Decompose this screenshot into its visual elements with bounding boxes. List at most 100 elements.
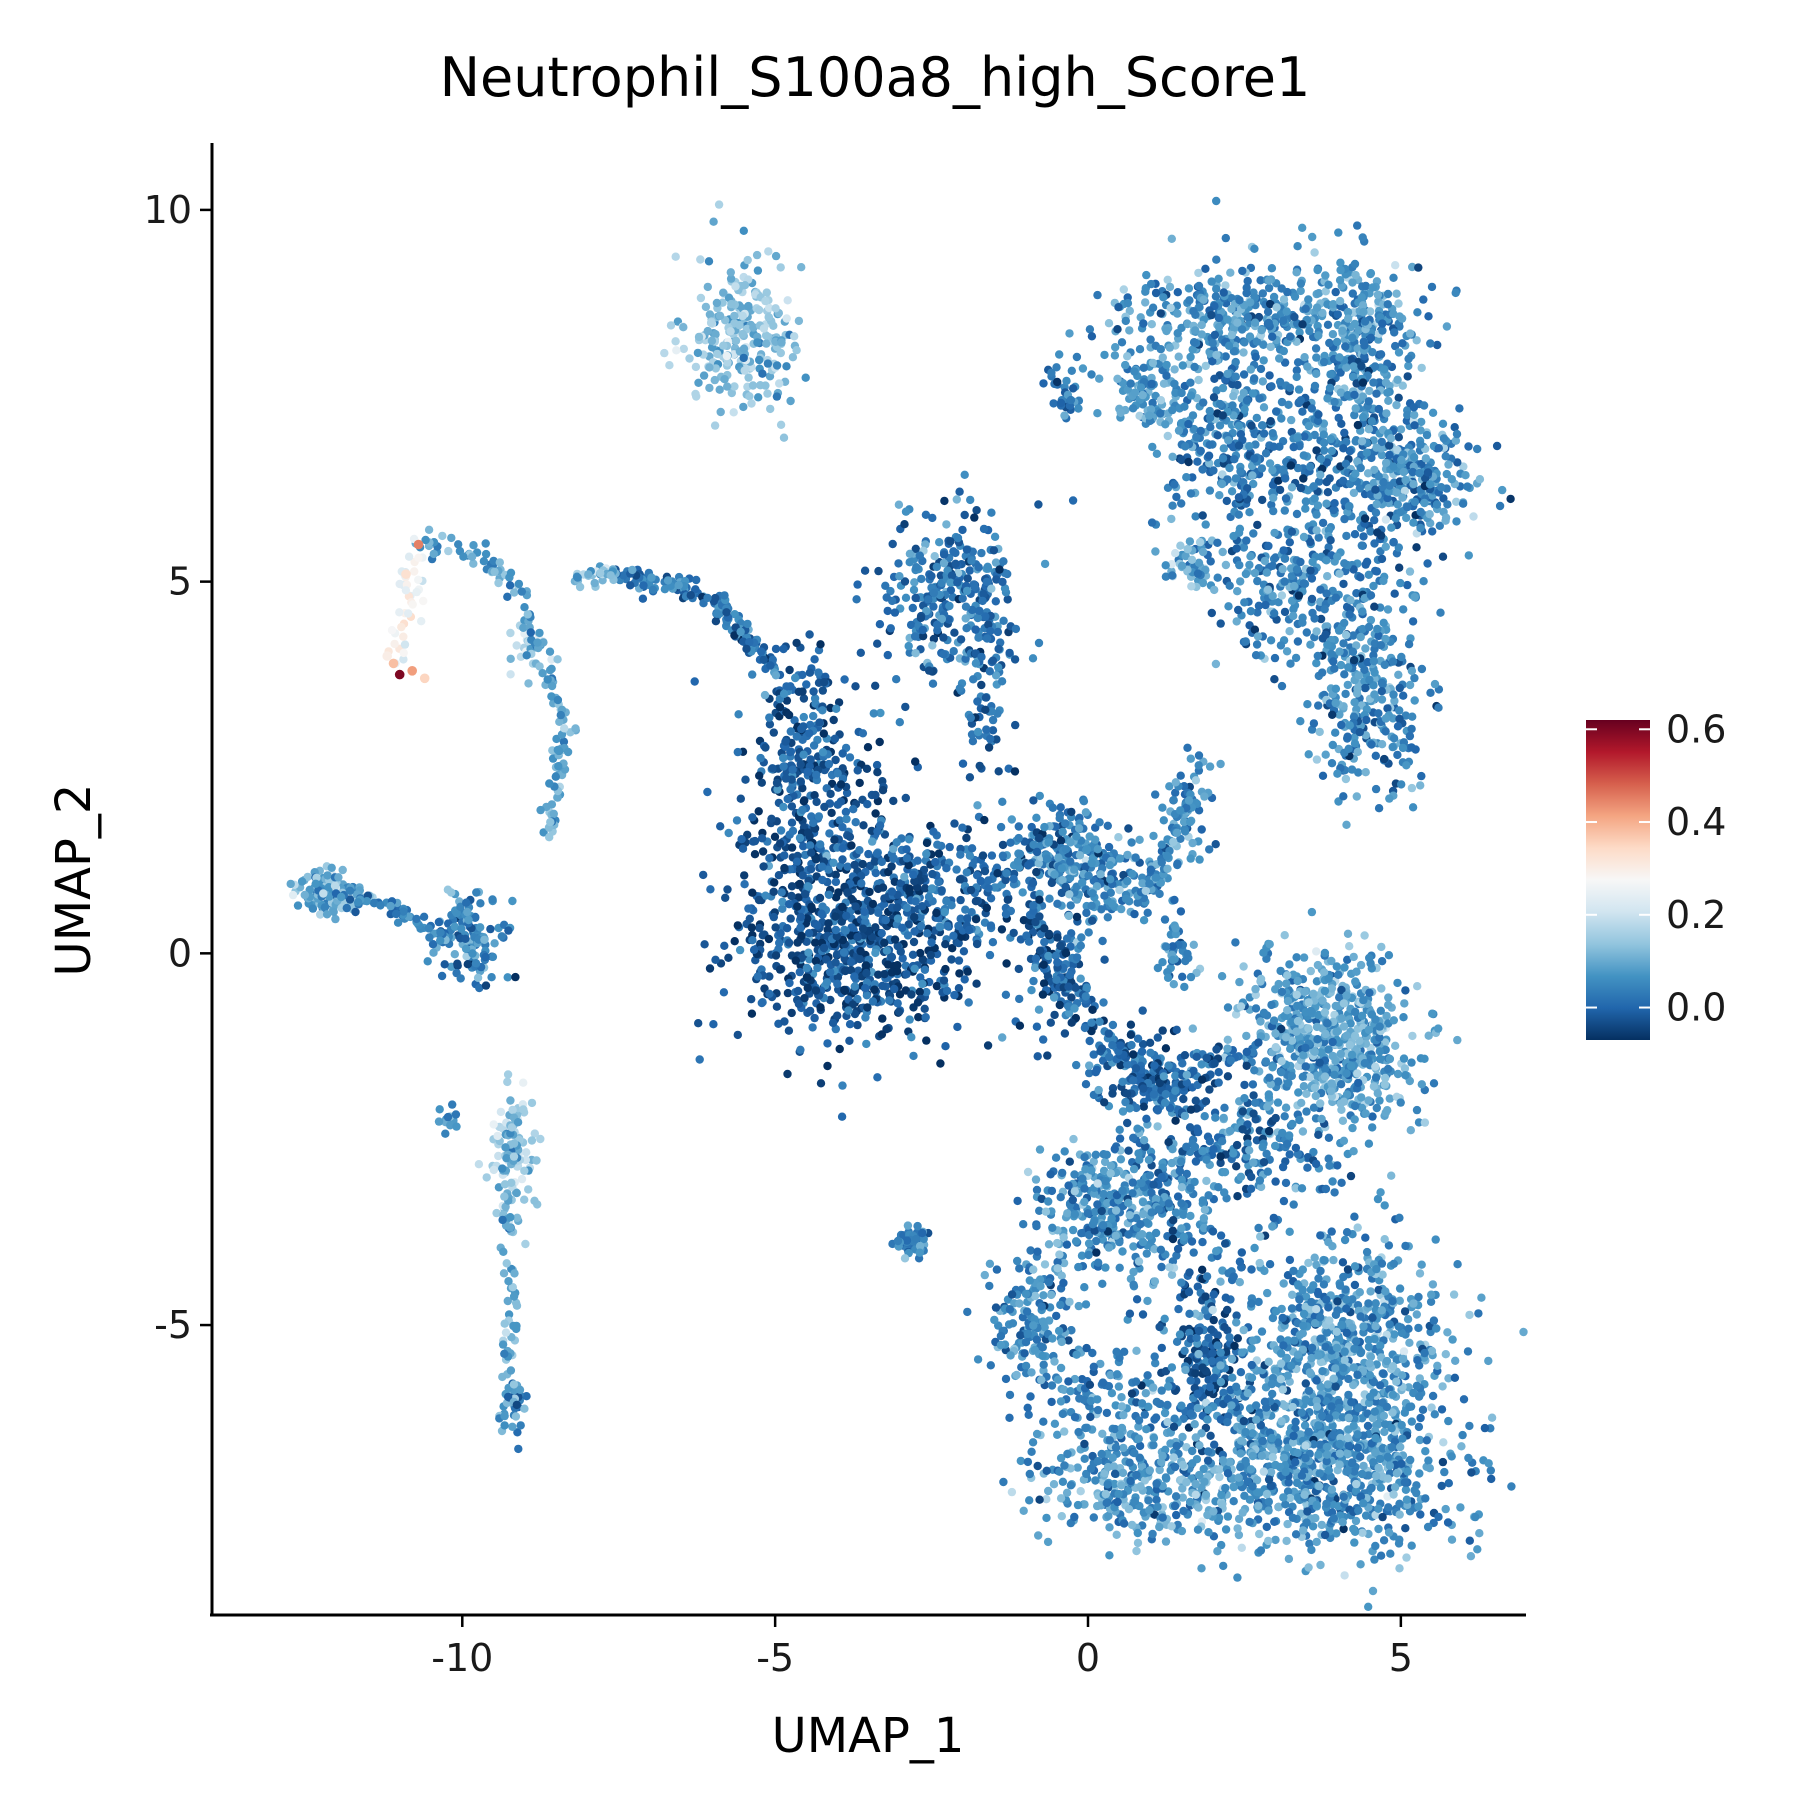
cell-point [846, 958, 856, 967]
cell-point [783, 1069, 792, 1079]
cell-point [1360, 341, 1369, 350]
cell-point [1042, 854, 1052, 863]
cell-point [993, 869, 1002, 878]
cell-point [902, 970, 911, 979]
cell-point [1029, 796, 1038, 805]
cell-point [1356, 573, 1365, 582]
cell-point [963, 967, 972, 976]
cell-point [1113, 325, 1122, 334]
cell-point [1296, 717, 1305, 726]
cell-point [1343, 929, 1353, 938]
cell-point [1390, 328, 1399, 337]
cell-point [1399, 467, 1408, 477]
cell-point [1279, 295, 1289, 304]
cell-point [1153, 1033, 1163, 1042]
cell-point [660, 348, 669, 358]
cell-point [1167, 514, 1176, 524]
cell-point [779, 762, 788, 771]
cell-point [1011, 624, 1021, 634]
cell-point [1345, 942, 1354, 951]
cell-point [881, 581, 890, 590]
cell-point [776, 826, 786, 835]
cell-point [1428, 408, 1438, 417]
cell-point [1420, 1118, 1430, 1127]
cell-point [883, 960, 893, 969]
cell-point [928, 641, 937, 650]
cell-point [1135, 345, 1145, 354]
cell-point [913, 998, 923, 1007]
cell-point [1210, 585, 1219, 595]
cell-point [927, 938, 936, 947]
cell-point [788, 826, 798, 836]
cell-point [1094, 1085, 1103, 1095]
cell-point [1389, 690, 1398, 699]
cell-point [1234, 605, 1243, 615]
cell-point [706, 885, 715, 894]
cell-point [887, 887, 897, 896]
cell-point [975, 761, 984, 771]
cell-point [1294, 591, 1304, 600]
cell-point [1231, 938, 1240, 947]
cell-point [1407, 724, 1416, 734]
cell-point [1117, 338, 1127, 347]
cell-point [1117, 904, 1126, 914]
cell-point [753, 972, 762, 981]
cell-point [1218, 454, 1228, 463]
cell-point [963, 574, 972, 583]
cell-point [816, 840, 825, 849]
cell-point [747, 995, 756, 1004]
cell-point [1381, 542, 1391, 551]
cell-point [809, 818, 818, 828]
cell-point [1357, 437, 1367, 446]
cell-point [813, 921, 822, 930]
cell-point [714, 200, 724, 209]
cell-point [723, 885, 732, 894]
cell-point [1289, 442, 1298, 452]
cell-point [711, 364, 720, 373]
cell-point [1335, 353, 1344, 362]
cell-point [1306, 966, 1316, 976]
cell-point [1463, 482, 1472, 491]
cell-point [1257, 326, 1266, 335]
cell-point [1072, 912, 1082, 922]
cell-point [753, 266, 763, 275]
cell-point [1200, 792, 1209, 801]
cell-point [1234, 421, 1244, 430]
cell-point [1233, 380, 1242, 390]
cell-point [1034, 500, 1043, 509]
cell-point [1298, 320, 1307, 329]
cell-point [1197, 825, 1206, 834]
cell-point [939, 650, 948, 659]
cell-point [1085, 1036, 1094, 1046]
cell-point [1227, 304, 1236, 314]
cell-point [1285, 960, 1294, 969]
cell-point [1410, 497, 1420, 507]
cell-point [998, 840, 1008, 850]
cell-point [1151, 790, 1160, 799]
cell-point [1235, 977, 1244, 987]
cell-point [883, 606, 892, 616]
cell-point [1350, 530, 1360, 539]
cell-point [1165, 282, 1175, 292]
cell-point [1078, 878, 1087, 887]
cell-point [1407, 666, 1417, 676]
cell-point [818, 706, 827, 715]
cell-point [970, 582, 979, 591]
cell-point [1330, 397, 1339, 407]
cell-point [1096, 870, 1105, 879]
cell-point [1181, 442, 1190, 451]
cell-point [1280, 931, 1289, 940]
cell-point [1312, 659, 1321, 668]
cell-point [740, 366, 749, 375]
cell-point [1419, 577, 1428, 586]
cell-point [1377, 740, 1387, 749]
cell-point [881, 915, 890, 925]
cell-point [1163, 431, 1173, 441]
cell-point [1437, 483, 1446, 492]
cell-point [1159, 293, 1168, 302]
cell-point [1299, 451, 1309, 460]
cell-point [901, 702, 910, 712]
cell-point [752, 250, 762, 260]
cell-point [831, 912, 840, 921]
cell-point [961, 614, 970, 623]
